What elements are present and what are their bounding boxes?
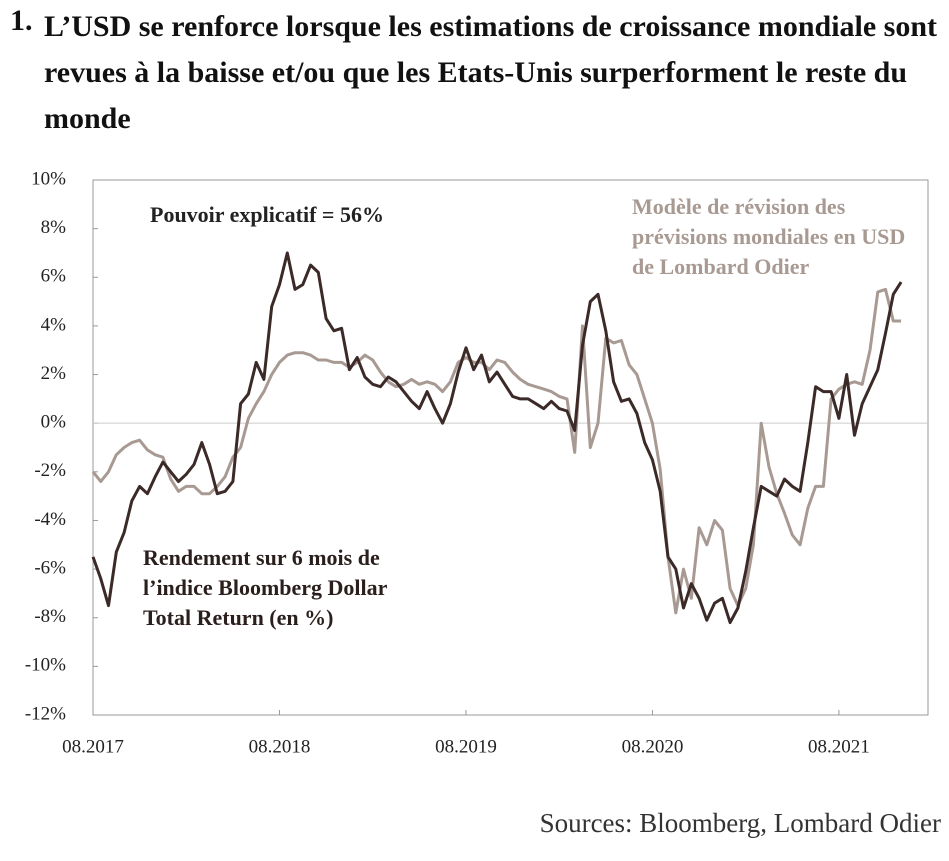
- y-tick-label: 6%: [41, 266, 67, 287]
- title-number: 1.: [10, 4, 33, 37]
- x-tick-label: 08.2017: [62, 736, 124, 757]
- source: Sources: Bloomberg, Lombard Odier: [539, 808, 941, 838]
- y-tick-label: -4%: [34, 509, 66, 530]
- y-tick-label: 0%: [41, 412, 67, 433]
- y-tick-label: 4%: [41, 314, 67, 335]
- y-tick-label: -6%: [34, 557, 66, 578]
- x-tick-label: 08.2018: [249, 736, 311, 757]
- series-line: [91, 251, 903, 625]
- y-tick-label: 2%: [41, 363, 67, 384]
- x-tick-label: 08.2019: [435, 736, 497, 757]
- series-line: [91, 287, 902, 615]
- x-tick-label: 08.2021: [808, 736, 870, 757]
- chart-title: L’USD se renforce lorsque les estimation…: [44, 10, 938, 135]
- chart: -12% -10% -8% -6% -4% -2% 0% 2% 4% 6% 8% 10% 08.2017…: [25, 168, 929, 757]
- legend-entry: Modèle de révision des prévisions mondia…: [632, 194, 906, 279]
- y-tick-label: -2%: [34, 460, 66, 481]
- x-tick-label: 08.2020: [622, 736, 684, 757]
- plot-frame: [92, 179, 929, 716]
- legend-entry: Rendement sur 6 mois de l’indice Bloombe…: [143, 545, 388, 630]
- y-tick-label: -12%: [25, 703, 66, 724]
- y-tick-label: 8%: [41, 217, 67, 238]
- annotation: Pouvoir explicatif = 56%: [150, 202, 384, 227]
- y-tick-label: 10%: [31, 168, 66, 189]
- y-tick-label: -10%: [25, 655, 66, 676]
- y-tick-label: -8%: [34, 606, 66, 627]
